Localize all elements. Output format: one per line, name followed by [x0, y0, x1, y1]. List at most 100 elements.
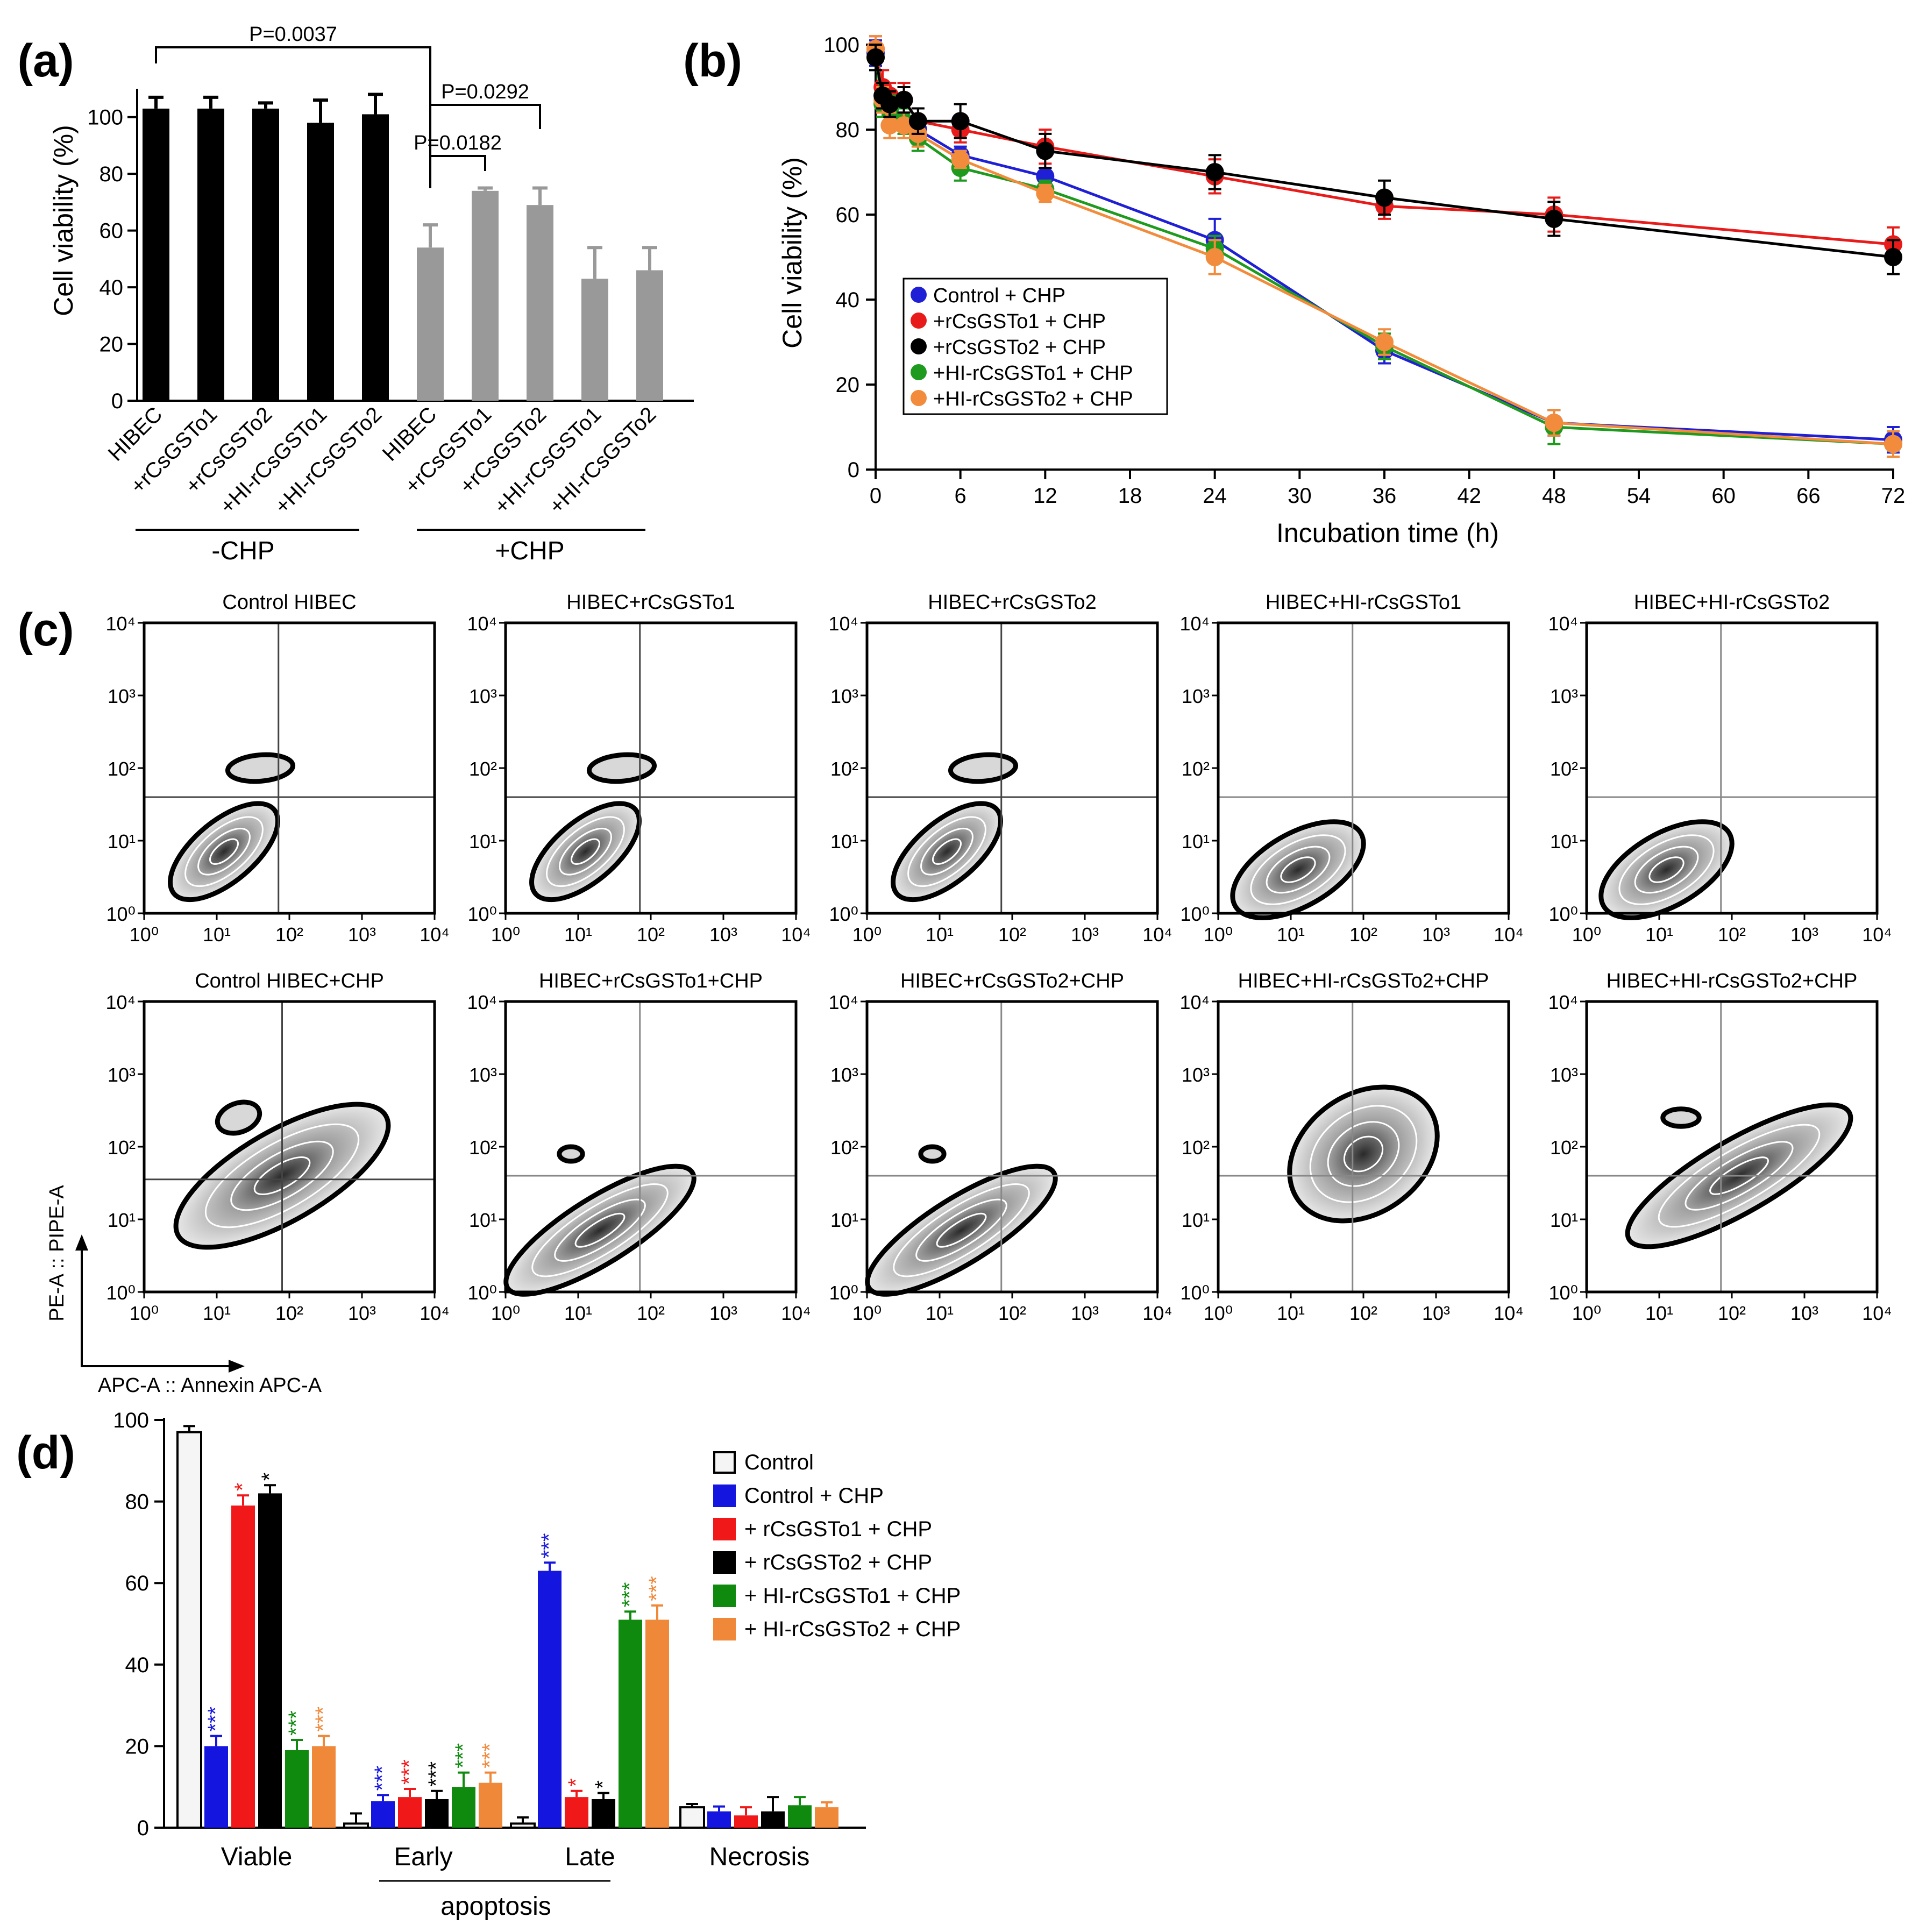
x-tick-label: 10² [637, 924, 665, 946]
x-tick-label: 10⁴ [420, 924, 450, 946]
significance-stars: * [591, 1780, 615, 1789]
y-tick-label: 10⁴ [1548, 613, 1578, 635]
plot-title: Control HIBEC [222, 591, 356, 614]
density-contour-ring [1685, 1141, 1794, 1211]
y-tick-label: 10³ [1182, 1064, 1210, 1086]
density-contour-ring [531, 1183, 669, 1277]
x-tick-label: 10³ [1071, 1302, 1099, 1324]
x-tick-label: 30 [1288, 484, 1312, 508]
y-tick-label: 10⁰ [1181, 903, 1210, 925]
density-contour-ring [554, 1198, 646, 1262]
x-tick-label: 10⁰ [852, 924, 882, 946]
bar [619, 1620, 642, 1828]
plot-title: HIBEC+HI-rCsGSTo2+CHP [1607, 970, 1858, 992]
y-tick-label: 10¹ [830, 1209, 858, 1231]
x-category-label: Viable [221, 1843, 293, 1871]
y-tick-label: 10² [1182, 1137, 1210, 1159]
group-label: +CHP [495, 537, 564, 565]
density-contour [1287, 1084, 1440, 1224]
x-tick-label: 12 [1033, 484, 1057, 508]
bar [371, 1801, 395, 1828]
y-tick-label: 10¹ [108, 830, 136, 853]
panel-c-flow-cytometry: (c) Control HIBEC 10⁰ 10⁰ 10¹ 10¹ 10² 10² 10³ 10³… [17, 591, 1892, 1397]
legend-marker [911, 390, 927, 406]
y-tick-label: 10⁰ [1549, 1282, 1578, 1304]
x-tick-label: 10⁴ [1494, 1302, 1524, 1324]
y-tick-label: 10¹ [1550, 830, 1578, 853]
density-contour [1230, 819, 1366, 920]
density-contour-ring [920, 827, 973, 876]
data-point [894, 116, 913, 135]
y-tick-label: 10¹ [469, 1209, 497, 1231]
y-tick-label: 10³ [108, 1064, 136, 1086]
x-tick-label: 10⁴ [1142, 1302, 1172, 1324]
data-point [1884, 248, 1902, 266]
bar [734, 1815, 758, 1828]
y-tick-label: 10² [469, 1137, 497, 1159]
x-tick-label: 10⁴ [1862, 924, 1892, 946]
legend-label: + HI-rCsGSTo2 + CHP [744, 1617, 961, 1641]
x-tick-label: 36 [1373, 484, 1397, 508]
density-contour [865, 1163, 1058, 1297]
significance-stars: * [564, 1778, 588, 1787]
legend-label: +rCsGSTo1 + CHP [933, 310, 1106, 333]
y-tick-label: 10³ [469, 1064, 497, 1086]
x-tick-label: 10³ [1790, 924, 1818, 946]
y-tick-label: 10² [469, 758, 497, 780]
density-contour-ring [209, 838, 239, 865]
y-tick-label: 10¹ [1182, 830, 1210, 853]
panel-label: (c) [17, 604, 74, 656]
significance-label: P=0.0037 [249, 23, 337, 46]
bar [761, 1811, 785, 1828]
plot-title: HIBEC+HI-rCsGSTo2+CHP [1238, 970, 1489, 992]
density-contour-ring [1309, 1105, 1418, 1203]
data-point [951, 150, 970, 169]
significance-stars: *** [451, 1743, 475, 1768]
x-tick-label: 18 [1118, 484, 1142, 508]
x-tick-label: 10¹ [203, 1302, 231, 1324]
panel-b-line-chart: (b) 0 20 40 60 80 100 0 6 12 18 24 30 36 42 48 54 60 66 72 C… [683, 33, 1905, 548]
legend-marker [911, 338, 927, 354]
data-point [1205, 248, 1224, 266]
y-tick-label: 10⁴ [1548, 991, 1578, 1013]
y-tick-label: 10³ [830, 685, 858, 707]
y-tick-label: 80 [836, 118, 860, 142]
y-tick-label: 20 [100, 333, 124, 357]
x-tick-label: 10⁴ [420, 1302, 450, 1324]
x-tick-label: 10² [998, 1302, 1026, 1324]
bar [197, 108, 224, 401]
bar [204, 1746, 228, 1828]
bar [510, 1822, 536, 1829]
y-tick-label: 80 [100, 162, 124, 186]
x-tick-label: 54 [1627, 484, 1651, 508]
y-tick-label: 60 [125, 1572, 150, 1595]
bar [343, 1822, 369, 1829]
density-contour-ring [559, 827, 612, 876]
y-tick-label: 10⁰ [106, 1282, 136, 1304]
y-tick-label: 80 [125, 1490, 150, 1514]
density-contour [503, 1163, 697, 1297]
x-tick-label: 10¹ [1645, 1302, 1673, 1324]
y-tick-label: 10⁰ [1181, 1282, 1210, 1304]
bar [527, 205, 553, 401]
data-point [1545, 209, 1563, 228]
density-contour [891, 801, 1003, 903]
y-tick-label: 10⁴ [467, 613, 497, 635]
density-contour-ring [1266, 846, 1331, 894]
panel-label: (d) [16, 1427, 75, 1479]
y-tick-label: 0 [111, 389, 123, 413]
y-tick-label: 10⁴ [467, 991, 497, 1013]
y-tick-label: 10² [830, 758, 858, 780]
bar [312, 1746, 336, 1828]
y-tick-label: 10⁴ [828, 613, 858, 635]
density-contour [1598, 819, 1735, 920]
y-tick-label: 10² [830, 1137, 858, 1159]
y-tick-label: 10³ [830, 1064, 858, 1086]
density-contour-ring [936, 1212, 987, 1248]
y-tick-label: 10⁰ [468, 903, 497, 925]
bar [176, 1431, 202, 1829]
legend-label: + rCsGSTo2 + CHP [744, 1551, 932, 1574]
density-contour-ring [932, 838, 962, 865]
x-tick-label: 10² [1718, 1302, 1746, 1324]
